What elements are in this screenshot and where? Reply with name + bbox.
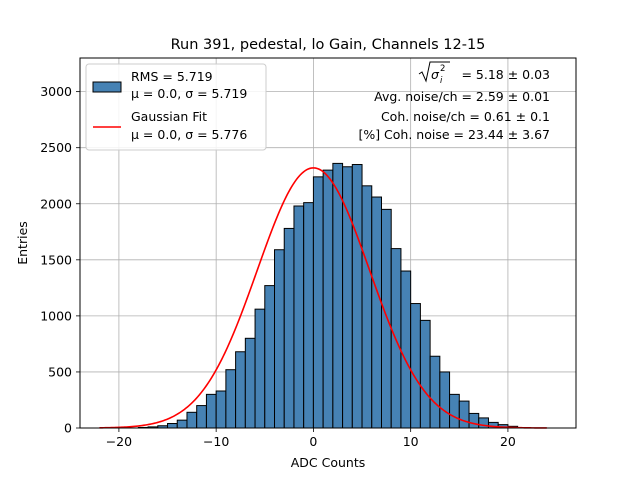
y-tick-label-0: 0 (64, 421, 72, 436)
x-tick-label-4: 20 (500, 434, 516, 449)
histogram-bar-13 (264, 285, 276, 429)
y-tick-label-3: 1500 (40, 252, 72, 267)
x-tick-label-3: 10 (403, 434, 419, 449)
legend-swatch-histogram (92, 81, 122, 93)
sigma-superscript: 2 (440, 64, 445, 74)
histogram-bar-21 (342, 166, 353, 429)
histogram-bars (137, 162, 519, 429)
histogram-bar-7 (205, 393, 217, 429)
histogram-bar-33 (458, 400, 470, 429)
x-axis-ticks: −20 −10 0 10 20 (106, 428, 516, 449)
sigma-annotation: σ 2 i = 5.18 ± 0.03 (418, 61, 550, 86)
histogram-bar-17 (303, 202, 314, 429)
histogram-bar-23 (361, 185, 373, 429)
legend-label-histogram-line2: μ = 0.0, σ = 5.719 (131, 86, 247, 101)
gaussian-fit-curve (99, 167, 547, 429)
histogram-bar-29 (419, 319, 431, 429)
y-axis-label: Entries (15, 221, 30, 265)
noise-annotations: σ 2 i = 5.18 ± 0.03 Avg. noise/ch = 2.59… (358, 61, 550, 142)
histogram-bar-18 (312, 176, 324, 429)
y-tick-label-6: 3000 (40, 84, 72, 99)
histogram-bar-30 (429, 355, 441, 429)
histogram-bar-15 (283, 227, 295, 429)
y-axis-ticks: 0 500 1000 1500 2000 2500 3000 (40, 84, 80, 436)
pct-coh-noise-text: [%] Coh. noise = 23.44 ± 3.67 (358, 127, 550, 142)
histogram-bar-27 (400, 270, 412, 429)
histogram-bar-8 (215, 390, 227, 429)
histogram-bar-31 (439, 371, 451, 429)
histogram-bar-10 (235, 351, 246, 429)
histogram-bar-11 (244, 337, 256, 429)
histogram-bar-19 (322, 169, 334, 429)
sigma-value: = 5.18 ± 0.03 (461, 67, 550, 82)
legend-frame (85, 63, 267, 151)
histogram-bar-5 (186, 411, 198, 429)
x-tick-label-0: −20 (106, 434, 132, 449)
histogram-bar-20 (332, 162, 344, 429)
histogram-bar-12 (254, 308, 266, 429)
histogram-bar-14 (274, 249, 285, 429)
y-tick-label-4: 2000 (40, 196, 72, 211)
histogram-bar-22 (351, 164, 363, 429)
legend: RMS = 5.719 μ = 0.0, σ = 5.719 Gaussian … (85, 63, 267, 151)
legend-label-fit-line1: Gaussian Fit (131, 109, 207, 124)
y-tick-label-1: 500 (48, 364, 72, 379)
y-tick-label-2: 1000 (40, 308, 72, 323)
histogram-bar-16 (293, 205, 305, 429)
sigma-symbol: σ (431, 67, 440, 82)
histogram-bar-34 (468, 412, 480, 429)
histogram-bar-32 (449, 393, 460, 429)
gaussian-fit-layer (99, 167, 547, 429)
histogram-bar-24 (371, 196, 382, 429)
legend-label-histogram-line1: RMS = 5.719 (131, 69, 213, 84)
x-tick-label-1: −10 (203, 434, 229, 449)
avg-noise-text: Avg. noise/ch = 2.59 ± 0.01 (374, 89, 550, 104)
legend-label-fit-line2: μ = 0.0, σ = 5.776 (131, 127, 247, 142)
x-tick-label-2: 0 (309, 434, 317, 449)
histogram-bar-6 (196, 405, 207, 429)
histogram-bar-25 (380, 208, 392, 429)
y-tick-label-5: 2500 (40, 140, 72, 155)
coh-noise-text: Coh. noise/ch = 0.61 ± 0.1 (381, 109, 550, 124)
histogram-bar-28 (410, 303, 421, 429)
sigma-subscript: i (440, 76, 443, 86)
x-axis-label: ADC Counts (291, 455, 366, 470)
plot-area-frame (79, 57, 577, 429)
chart-title: Run 391, pedestal, lo Gain, Channels 12-… (171, 37, 486, 53)
sqrt-symbol (418, 61, 450, 83)
histogram-bar-4 (176, 419, 188, 429)
histogram-bar-9 (225, 369, 237, 429)
histogram-bar-3 (167, 423, 178, 429)
